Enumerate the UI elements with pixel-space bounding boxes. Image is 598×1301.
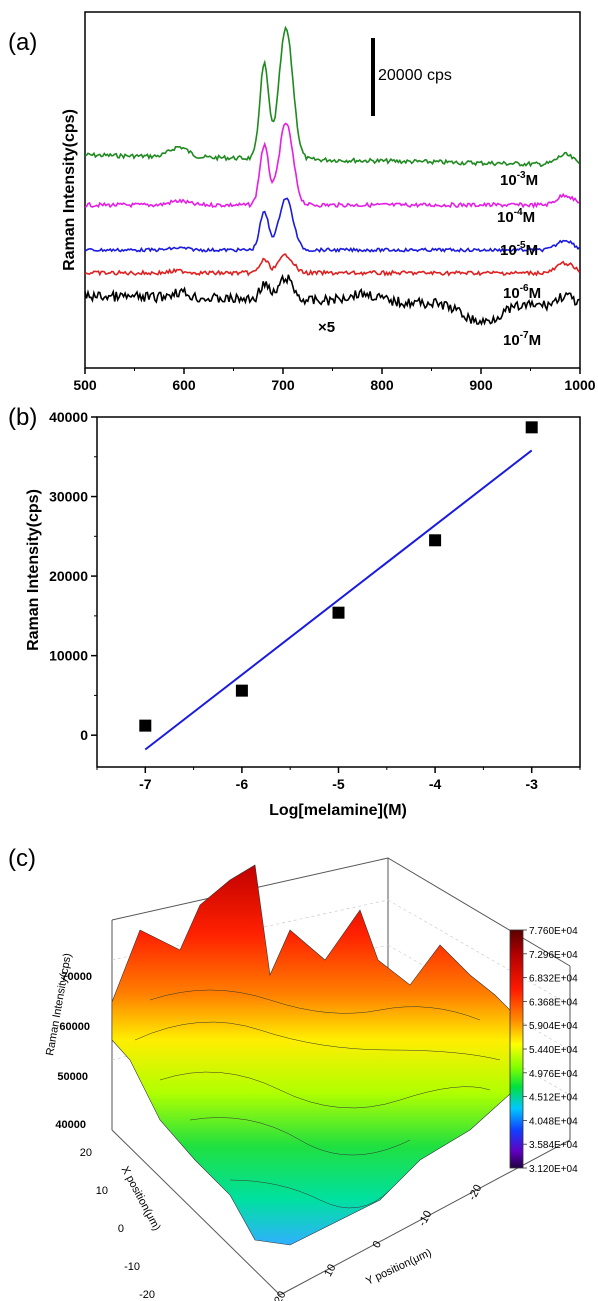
panel-b-xtick-label: -4 <box>429 776 442 792</box>
panel-a-series-label: 10-4M <box>497 207 535 226</box>
panel-b-point <box>235 684 248 697</box>
panel-a-series-label: 10-7M <box>503 330 541 349</box>
panel-b-xtick-label: -5 <box>332 776 345 792</box>
panel-c-xtick-label: -20 <box>139 1289 155 1301</box>
panel-c-ztick-label: 70000 <box>61 971 92 983</box>
panel-b-point <box>525 421 538 434</box>
panel-a-scale-bar-label: 20000 cps <box>378 67 452 84</box>
panel-c-ytick-label: 10 <box>322 1262 338 1278</box>
panel-b-ytick-label: 30000 <box>49 489 88 505</box>
panel-b-xtick-label: -6 <box>236 776 249 792</box>
panel-b-point <box>139 719 152 732</box>
panel-a-x-axis: 500 600 700 800 900 1000 <box>73 368 596 393</box>
panel-b-points <box>139 421 538 732</box>
panel-a-series <box>84 25 581 326</box>
panel-a-xtick-label: 900 <box>469 377 493 393</box>
panel-c-xtick-label: 20 <box>80 1147 92 1159</box>
panel-c-colorbar-label: 5.904E+04 <box>529 1021 578 1032</box>
panel-c-colorbar-label: 4.976E+04 <box>529 1069 578 1080</box>
panel-c-colorbar-label: 3.120E+04 <box>529 1164 578 1175</box>
panel-c-xtick-label: 0 <box>118 1223 124 1235</box>
panel-c-colorbar-label: 7.296E+04 <box>529 950 578 961</box>
panel-a-series-line <box>84 197 581 254</box>
panel-b-ytick-label: 40000 <box>49 409 88 425</box>
panel-b-point <box>332 606 345 619</box>
panel-a-series-labels: 10-3M 10-4M 10-5M 10-6M 10-7M <box>497 170 541 349</box>
panel-b-fit-line <box>144 449 533 751</box>
panel-c-ytick-label: -10 <box>416 1209 434 1229</box>
panel-a-xtick-label: 600 <box>172 377 196 393</box>
panel-c-ztick-label: 40000 <box>55 1119 86 1131</box>
panel-c-colorbar-label: 5.440E+04 <box>529 1045 578 1056</box>
panel-b-xtick-label: -7 <box>139 776 152 792</box>
panel-a-series-label: 10-3M <box>500 170 538 189</box>
panel-a-series-line <box>84 253 581 277</box>
panel-b-point <box>429 534 442 547</box>
panel-c-colorbar-label: 6.368E+04 <box>529 997 578 1008</box>
panel-a-xtick-label: 800 <box>370 377 394 393</box>
panel-c-colorbar-label: 4.048E+04 <box>529 1116 578 1127</box>
panel-a-xtick-label: 1000 <box>564 377 595 393</box>
panel-a-ylabel: Raman Intensity(cps) <box>61 109 78 271</box>
panel-c-label: (c) <box>8 845 36 872</box>
panel-c-ztick-label: 50000 <box>57 1071 88 1083</box>
panel-a-series-label: 10-6M <box>503 283 541 302</box>
panel-c-colorbar-label: 4.512E+04 <box>529 1093 578 1104</box>
panel-c-xlabel: X position(μm) <box>119 1164 163 1232</box>
panel-b-fit-line-path <box>144 449 533 751</box>
panel-b-axes: -7 -6 -5 -4 -3 0 10000 20000 30000 40000 <box>49 409 581 792</box>
panel-c-zlabel: Raman Intensity(cps) <box>44 952 74 1056</box>
panel-c-surface <box>111 864 521 1246</box>
panel-a-series-line <box>84 122 580 209</box>
panel-c-ytick-label: 0 <box>371 1239 384 1250</box>
panel-c-z-ticks: 70000 60000 50000 40000 <box>55 971 92 1131</box>
panel-c-ztick-label: 60000 <box>59 1021 90 1033</box>
panel-b-ytick-label: 20000 <box>49 568 88 584</box>
panel-b-ytick-label: 0 <box>80 727 88 743</box>
panel-c-xtick-label: -10 <box>124 1261 140 1273</box>
panel-a-multiplier-label: ×5 <box>318 319 335 336</box>
panel-c-ytick-label: -20 <box>466 1183 484 1203</box>
panel-a-series-line <box>84 273 580 326</box>
panel-c-colorbar-label: 3.584E+04 <box>529 1140 578 1151</box>
panel-a-series-label: 10-5M <box>500 240 538 259</box>
panel-b-xtick-label: -3 <box>525 776 538 792</box>
panel-c-xtick-label: 10 <box>96 1185 108 1197</box>
panel-b-ylabel: Raman Intensity(cps) <box>25 489 42 651</box>
panel-a-xtick-label: 500 <box>73 377 97 393</box>
panel-c-colorbar-label: 6.832E+04 <box>529 974 578 985</box>
panel-a-xtick-label: 700 <box>271 377 295 393</box>
panel-c-colorbar <box>509 929 524 1169</box>
panel-a-series-line <box>84 25 581 168</box>
panel-b-ytick-label: 10000 <box>49 648 88 664</box>
panel-c-colorbar-labels: 7.760E+04 7.296E+04 6.832E+04 6.368E+04 5.90… <box>523 926 578 1175</box>
panel-b-label: (b) <box>8 404 37 431</box>
panel-c-x-ticks: 20 10 0 -10 -20 <box>80 1147 155 1301</box>
panel-c-ytick-label: 20 <box>272 1289 288 1301</box>
panel-b-xlabel: Log[melamine](M) <box>269 802 407 819</box>
panel-a-frame <box>84 11 581 369</box>
panel-c-ylabel: Y position(μm) <box>364 1247 433 1288</box>
panel-c-colorbar-label: 7.760E+04 <box>529 926 578 937</box>
panel-a-label: (a) <box>8 29 37 56</box>
